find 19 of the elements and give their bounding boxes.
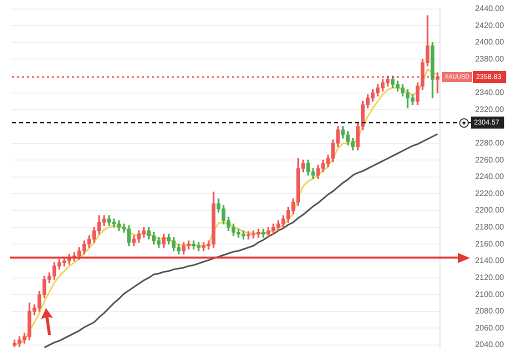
y-tick-label: 2280.00	[475, 138, 505, 148]
y-tick-label: 2160.00	[475, 239, 505, 248]
y-tick-label: 2260.00	[475, 155, 505, 164]
y-tick-label: 2180.00	[475, 222, 505, 232]
y-tick-label: 2400.00	[475, 38, 505, 47]
y-tick-label: 2220.00	[475, 188, 505, 198]
y-tick-label: 2440.00	[475, 4, 505, 14]
y-tick-label: 2200.00	[475, 206, 505, 215]
y-tick-label: 2320.00	[475, 104, 505, 114]
y-tick-label: 2080.00	[475, 306, 505, 316]
y-tick-label: 2120.00	[475, 272, 505, 282]
y-tick-label: 2060.00	[475, 323, 505, 332]
y-tick-label: 2040.00	[475, 340, 505, 350]
y-tick-label: 2420.00	[475, 20, 505, 30]
y-tick-label: 2340.00	[475, 88, 505, 98]
y-tick-label: 2100.00	[475, 290, 505, 299]
y-tick-label: 2140.00	[475, 256, 505, 266]
y-tick-label: 2380.00	[475, 54, 505, 64]
y-tick-label: 2240.00	[475, 172, 505, 182]
